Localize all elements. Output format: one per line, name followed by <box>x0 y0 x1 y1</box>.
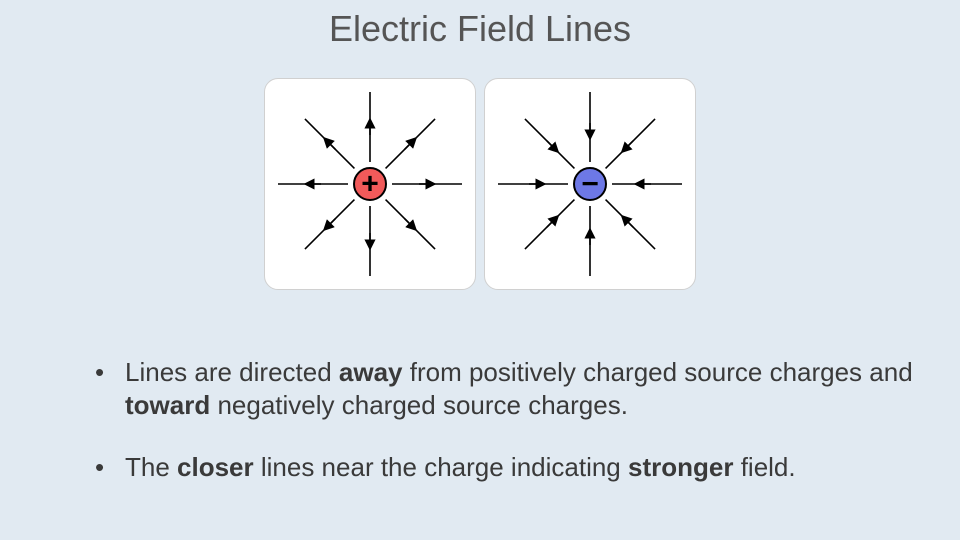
svg-text:−: − <box>581 168 599 201</box>
bullet-item: Lines are directed away from positively … <box>95 356 920 421</box>
bullet-list: Lines are directed away from positively … <box>55 356 920 514</box>
negative-charge-card: − <box>484 78 696 290</box>
slide: Electric Field Lines + − Lines are direc… <box>0 0 960 540</box>
positive-charge-card: + <box>264 78 476 290</box>
slide-title: Electric Field Lines <box>0 8 960 50</box>
negative-field-svg: − <box>485 79 695 289</box>
diagram-row: + − <box>264 78 696 290</box>
bullet-item: The closer lines near the charge indicat… <box>95 451 920 484</box>
positive-field-svg: + <box>265 79 475 289</box>
svg-text:+: + <box>361 168 379 201</box>
